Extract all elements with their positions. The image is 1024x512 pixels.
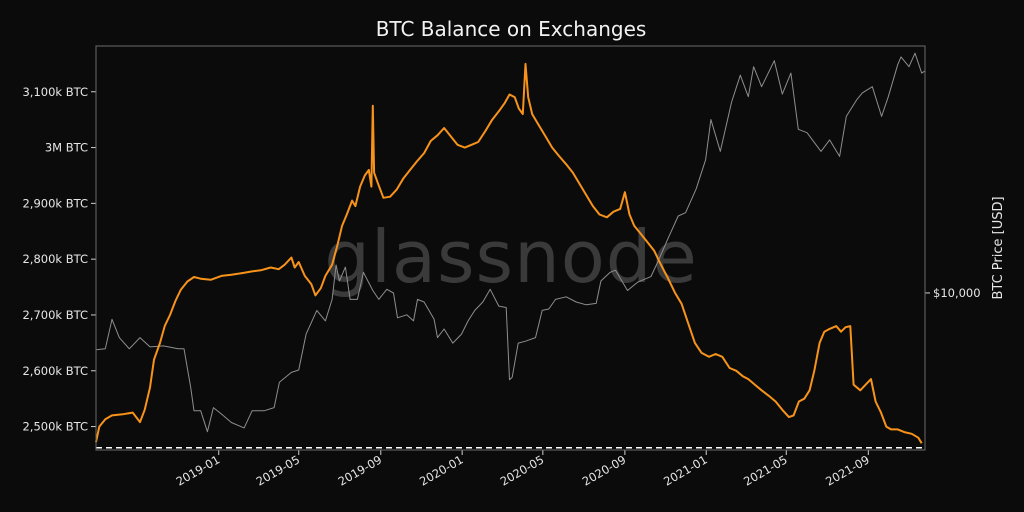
chart-title: BTC Balance on Exchanges (376, 17, 647, 41)
btc-price-line (95, 52, 926, 433)
plot-frame (95, 45, 926, 451)
y-right-axis: $10,000 (925, 286, 981, 300)
btc-balance-line (95, 62, 923, 444)
y-right-tick-label: $10,000 (933, 286, 981, 300)
y-left-axis: 2,500k BTC 2,600k BTC 2,700k BTC 2,800k BTC… (22, 85, 96, 434)
y-left-tick-label: 2,600k BTC (22, 364, 88, 378)
y-left-tick-label: 2,800k BTC (22, 252, 88, 266)
y-left-tick-label: 2,900k BTC (22, 196, 88, 210)
y-left-tick-label: 2,700k BTC (22, 308, 88, 322)
watermark-text: glassnode (324, 215, 698, 299)
y-right-axis-label: BTC Price [USD] (991, 196, 1006, 299)
y-left-tick-label: 3M BTC (45, 141, 88, 155)
series-layer (95, 52, 926, 444)
y-left-tick-label: 3,100k BTC (22, 85, 88, 99)
y-left-tick-label: 2,500k BTC (22, 420, 88, 434)
